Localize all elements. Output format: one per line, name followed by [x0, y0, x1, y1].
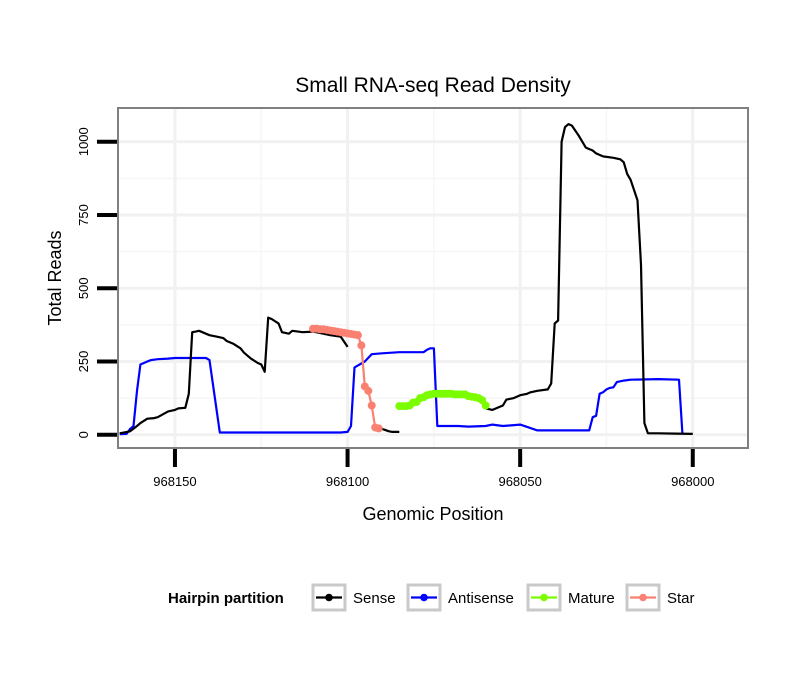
- x-tick-label: 968000: [671, 474, 714, 489]
- legend-key-point: [639, 593, 647, 602]
- data-point-star: [357, 341, 366, 350]
- y-axis-title: Total Reads: [45, 230, 65, 325]
- y-tick-label: 0: [76, 431, 91, 438]
- x-axis: 968150 968100 968050 968000: [153, 449, 714, 489]
- y-tick-label: 250: [76, 351, 91, 373]
- legend-label: Sense: [353, 590, 396, 607]
- series-line-sense: [485, 122, 693, 435]
- panel-grid: [118, 108, 748, 448]
- data-point-star: [353, 331, 362, 340]
- chart-title: Small RNA-seq Read Density: [295, 74, 571, 97]
- legend-label: Mature: [568, 590, 615, 607]
- x-axis-title: Genomic Position: [362, 504, 503, 524]
- data-point-star: [367, 401, 376, 410]
- legend-label: Star: [667, 590, 695, 607]
- legend-key-point: [325, 593, 333, 602]
- legend-key-point: [420, 593, 428, 602]
- y-tick-label: 500: [76, 277, 91, 299]
- plot-series: [119, 122, 693, 436]
- y-axis: 0 250 500 750 1000: [76, 127, 117, 438]
- x-tick-label: 968100: [326, 474, 369, 489]
- y-tick-label: 1000: [76, 127, 91, 156]
- series-line-sense: [119, 316, 349, 435]
- data-point-star: [364, 386, 373, 395]
- x-tick-label: 968150: [153, 474, 196, 489]
- legend-title: Hairpin partition: [168, 590, 284, 607]
- panel-border: [117, 107, 749, 449]
- legend-key-point: [540, 593, 548, 602]
- y-tick-label: 750: [76, 204, 91, 226]
- series-line-antisense: [119, 347, 684, 436]
- data-point-mature: [481, 401, 490, 410]
- data-point-star: [374, 424, 383, 433]
- legend: Hairpin partition Sense Antisense Mature St…: [168, 583, 695, 612]
- legend-label: Antisense: [448, 590, 514, 607]
- x-tick-label: 968050: [498, 474, 541, 489]
